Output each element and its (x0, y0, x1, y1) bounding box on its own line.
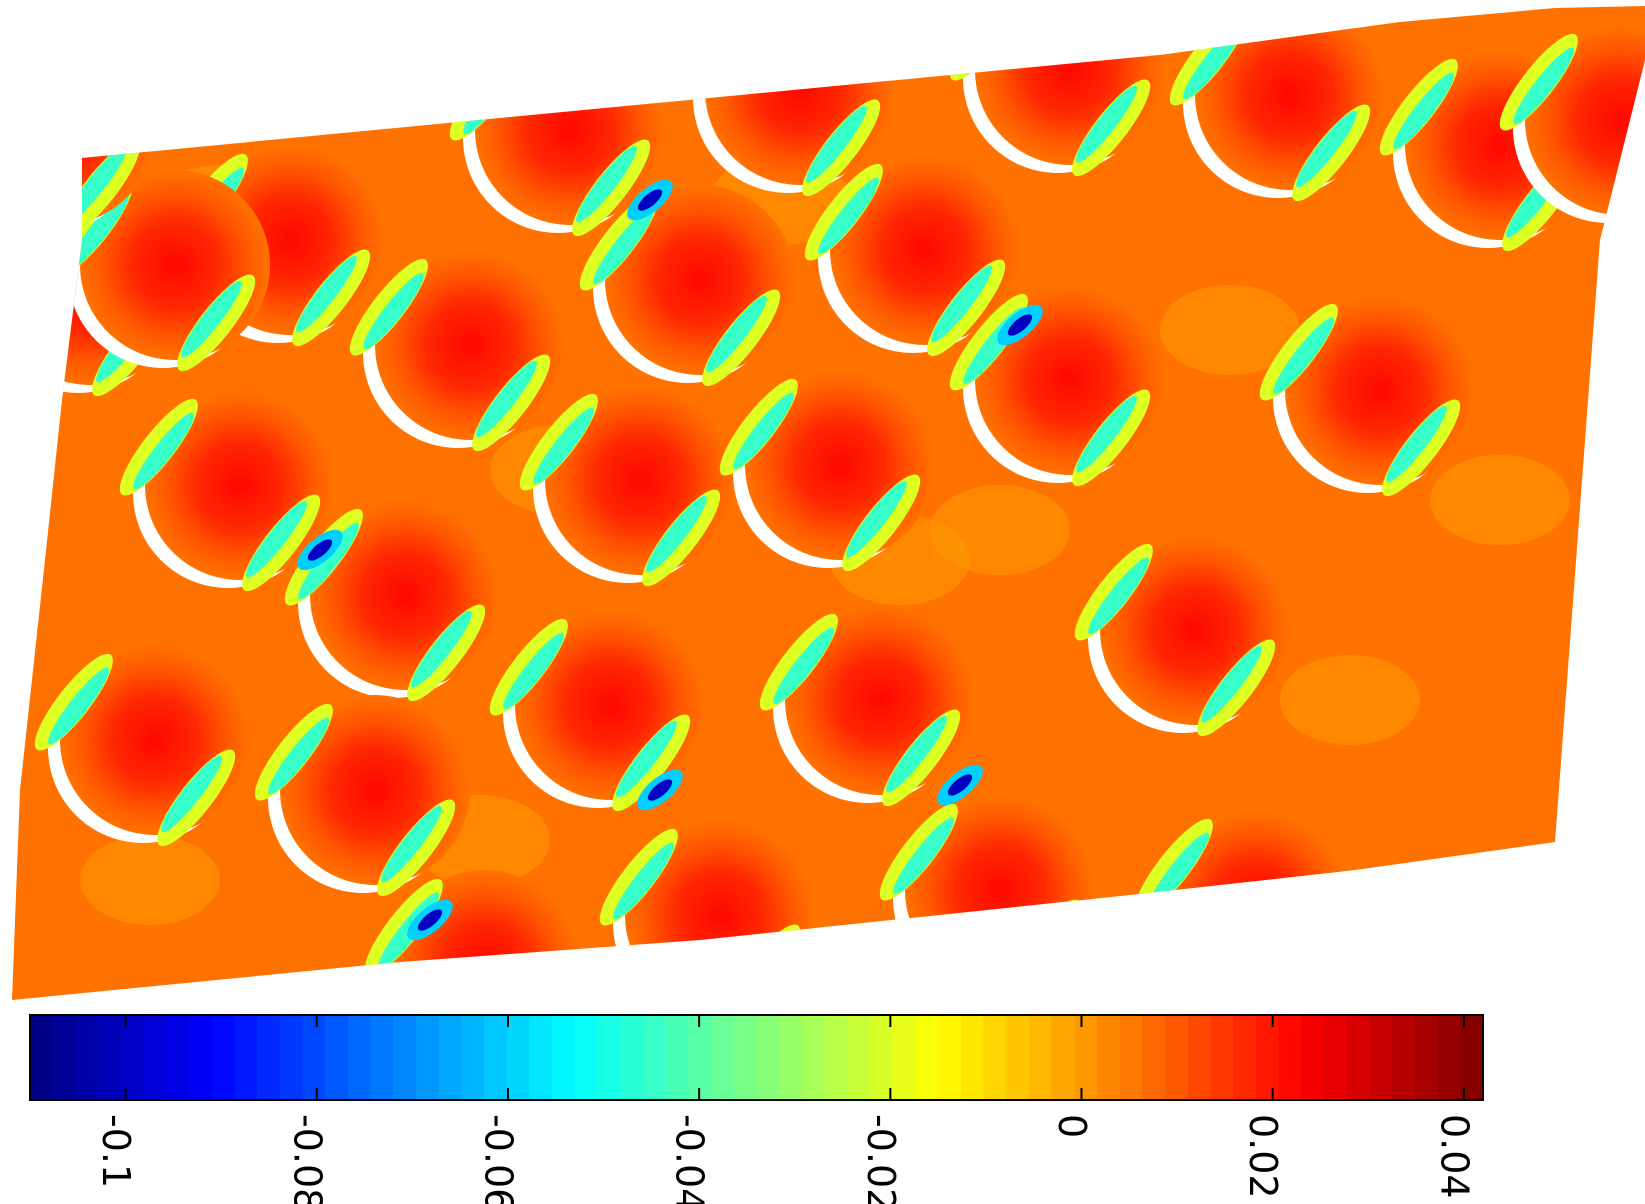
strain-band-inner (616, 720, 677, 798)
particle (34, 645, 250, 847)
particle (804, 155, 1020, 357)
strain-band-inner (161, 755, 222, 833)
contact-zone-core (647, 779, 673, 801)
strain-band-inner (68, 192, 129, 270)
strain-band-inner (886, 715, 947, 793)
matrix-patch (1160, 285, 1300, 375)
matrix-patch (80, 835, 220, 925)
colorbar: -0.1 -0.08 -0.06 -0.04 -0.02 0 0.02 0.04 (29, 1014, 1484, 1204)
particle (284, 500, 500, 702)
colorbar-tick-label: -0.1 (94, 1114, 138, 1188)
colorbar-ticks: -0.1 -0.08 -0.06 -0.04 -0.02 0 0.02 0.04 (94, 1015, 1476, 1204)
particle-core (705, 6, 895, 185)
colorbar-bar (29, 1014, 1484, 1101)
strain-band-inner (12, 217, 44, 295)
contact-zone-core (307, 539, 333, 561)
strain-band-inner (706, 295, 767, 373)
strain-band-inner (576, 145, 637, 223)
strain-band-inner (48, 667, 109, 745)
particle (119, 390, 335, 592)
strain-band-inner (381, 805, 442, 883)
particle (719, 370, 935, 572)
colorbar-tick-label: 0 (1050, 1114, 1094, 1138)
contact-zone-core (417, 909, 443, 931)
strain-band-inner (1148, 832, 1209, 910)
strain-band-outer (12, 43, 18, 141)
strain-band-inner (773, 627, 834, 705)
strain-band-inner (1201, 645, 1262, 723)
strain-band-inner (733, 392, 794, 470)
strain-band-inner (693, 17, 754, 95)
strain-band-outer (12, 203, 48, 301)
strain-band-inner (503, 632, 564, 710)
strain-band-inner (133, 412, 194, 490)
particle (1259, 295, 1475, 497)
strain-band-inner (268, 717, 329, 795)
strain-band-inner (411, 610, 472, 688)
strain-band-inner (806, 105, 867, 183)
strain-band-inner (893, 817, 954, 895)
particle-core (1525, 25, 1645, 215)
contact-zone-core (1007, 314, 1033, 336)
strain-band-inner (181, 280, 242, 358)
strain-band-inner (613, 842, 674, 920)
strain-band-inner (931, 265, 992, 343)
strain-band-inner (963, 6, 1024, 75)
matrix-patch (1280, 655, 1420, 745)
particle (519, 385, 735, 587)
strain-band-inner (1088, 557, 1149, 635)
strain-band-inner (363, 272, 424, 350)
contact-zone-core (947, 774, 973, 796)
particle-core (1195, 6, 1385, 190)
strain-band-inner (846, 480, 907, 558)
particle (349, 250, 565, 452)
strain-band-inner (1076, 395, 1137, 473)
particle (759, 605, 975, 807)
particle (579, 185, 795, 387)
particle (1074, 535, 1290, 737)
strain-band-inner (296, 255, 357, 333)
colorbar-tick-label: -0.06 (476, 1114, 520, 1204)
colorbar-tick-label: -0.08 (285, 1114, 329, 1204)
matrix-patch (1430, 455, 1570, 545)
strain-band-inner (1261, 920, 1322, 998)
particle (254, 695, 470, 897)
strain-band-inner (818, 177, 879, 255)
strain-band-inner (1386, 405, 1447, 483)
strain-band-inner (246, 500, 307, 578)
strain-band-inner (1393, 72, 1454, 150)
strain-band-inner (1296, 110, 1357, 188)
strain-band-outer (679, 6, 758, 101)
colorbar-tick-label: -0.04 (668, 1114, 712, 1204)
colorbar-tick-label: 0.02 (1241, 1114, 1285, 1199)
particle (489, 610, 705, 812)
strain-band-inner (1076, 85, 1137, 163)
colorbar-tick-label: 0.04 (1432, 1114, 1476, 1199)
strain-band-inner (1006, 905, 1067, 983)
particle (1169, 6, 1385, 202)
strain-band-inner (298, 522, 359, 600)
strain-band-inner (476, 360, 537, 438)
strain-band-outer (1257, 914, 1336, 1000)
strain-band-inner (593, 207, 654, 285)
strain-band-inner (1273, 317, 1334, 395)
colorbar-tick-label: -0.02 (859, 1114, 903, 1204)
strain-band-inner (726, 930, 787, 1000)
contact-zone-core (637, 189, 663, 211)
strain-band-inner (12, 57, 14, 135)
strain-band-inner (646, 495, 707, 573)
strain-band-inner (533, 407, 594, 485)
strain-band-inner (1513, 47, 1574, 125)
